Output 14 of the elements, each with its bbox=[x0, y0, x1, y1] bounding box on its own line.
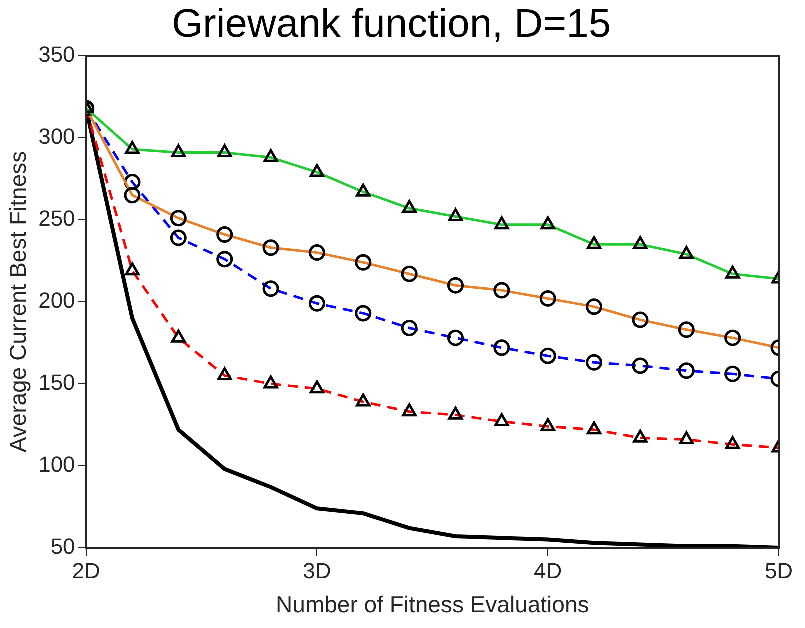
chart-title: Griewank function, D=15 bbox=[172, 2, 612, 46]
x-tick-label: 5D bbox=[764, 558, 794, 584]
y-tick-label: 50 bbox=[50, 534, 76, 560]
y-axis-title: Average Current Best Fitness bbox=[5, 151, 32, 453]
x-tick-label: 4D bbox=[534, 558, 562, 584]
y-tick-label: 100 bbox=[38, 452, 76, 478]
y-tick-label: 350 bbox=[38, 42, 76, 68]
y-tick-label: 150 bbox=[38, 370, 76, 396]
x-tick-label: 3D bbox=[303, 558, 332, 584]
y-tick-label: 250 bbox=[38, 206, 76, 232]
y-tick-label: 200 bbox=[38, 288, 76, 314]
x-axis-title: Number of Fitness Evaluations bbox=[276, 592, 590, 618]
x-tick-label: 2D bbox=[72, 558, 100, 584]
y-tick-label: 300 bbox=[38, 124, 76, 150]
